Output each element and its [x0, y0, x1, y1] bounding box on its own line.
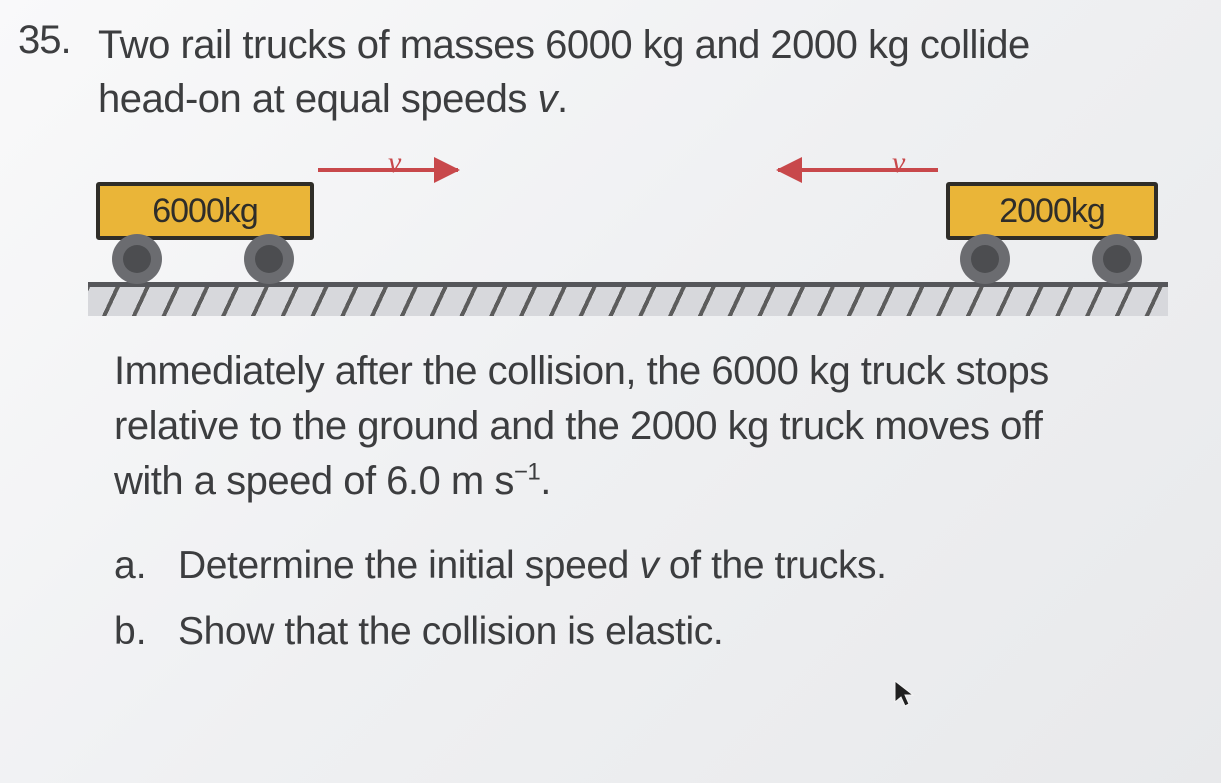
question-stem: Two rail trucks of masses 6000 kg and 20…: [98, 18, 1030, 126]
velocity-arrow-right: v: [318, 168, 458, 172]
wheel-icon: [112, 234, 162, 284]
part-a-text: Determine the initial speed v of the tru…: [178, 544, 887, 588]
after-collision-text: Immediately after the collision, the 600…: [114, 344, 1197, 510]
part-b-text: Show that the collision is elastic.: [178, 610, 723, 654]
part-a-variable: v: [639, 544, 658, 587]
stem-line-1: Two rail trucks of masses 6000 kg and 20…: [98, 23, 1030, 67]
stem-line-2: head-on at equal speeds: [98, 77, 537, 121]
after-line-1: Immediately after the collision, the 600…: [114, 349, 1049, 393]
truck-left-mass: 6000kg: [152, 192, 258, 231]
truck-right-mass: 2000kg: [999, 192, 1105, 231]
velocity-label-left: v: [388, 146, 401, 180]
sub-parts: a. Determine the initial speed v of the …: [114, 544, 1197, 654]
wheel-icon: [960, 234, 1010, 284]
part-b: b. Show that the collision is elastic.: [114, 610, 1197, 654]
truck-right-body: 2000kg: [946, 182, 1158, 240]
collision-diagram: 6000kg v v 2000kg: [88, 152, 1168, 316]
wheel-icon: [244, 234, 294, 284]
velocity-label-right: v: [892, 146, 905, 180]
part-a: a. Determine the initial speed v of the …: [114, 544, 1197, 588]
part-b-label: b.: [114, 610, 178, 654]
arrow-head-left-icon: [776, 157, 802, 183]
truck-left: 6000kg: [96, 182, 314, 282]
truck-right: 2000kg: [946, 182, 1158, 282]
after-line-2: relative to the ground and the 2000 kg t…: [114, 404, 1042, 448]
wheel-icon: [1092, 234, 1142, 284]
ground-hatch: [88, 282, 1168, 316]
question-header: 35. Two rail trucks of masses 6000 kg an…: [18, 18, 1197, 126]
after-line-3-pre: with a speed of 6.0 m s: [114, 459, 514, 503]
after-line-3-post: .: [540, 459, 551, 503]
question-number: 35.: [18, 18, 98, 63]
velocity-arrow-left: v: [778, 168, 938, 172]
after-line-3-sup: −1: [514, 459, 540, 486]
stem-variable: v: [537, 77, 557, 121]
stem-line-2-end: .: [557, 77, 568, 121]
truck-left-wheels: [96, 240, 314, 282]
truck-left-body: 6000kg: [96, 182, 314, 240]
arrow-head-right-icon: [434, 157, 460, 183]
truck-right-wheels: [946, 240, 1158, 282]
part-a-label: a.: [114, 544, 178, 588]
